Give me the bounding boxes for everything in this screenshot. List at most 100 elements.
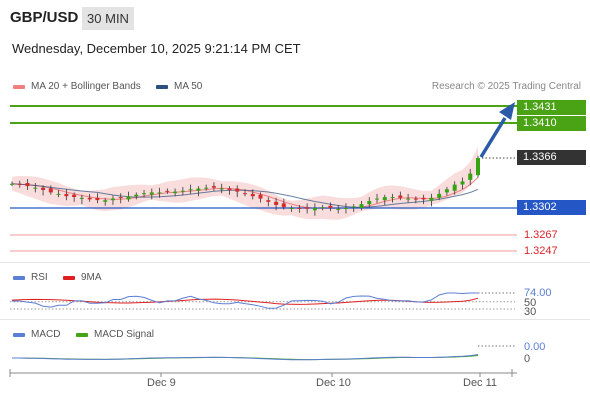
rsi-value: 74.00 [524,287,552,299]
candle-body [382,197,387,201]
candle-body [460,181,465,185]
candle-body [227,188,232,191]
candle-body [468,173,473,180]
candle-body [421,197,426,200]
arrow-shaft [479,117,507,158]
ma20-swatch [13,84,25,89]
x-label-dec9: Dec 9 [147,377,176,389]
9ma-swatch [63,275,75,280]
legend-9ma: 9MA [63,272,102,283]
candle-body [219,188,224,190]
candle-body [281,203,286,208]
bollinger-bands [12,147,478,220]
research-credit: Research © 2025 Trading Central [431,81,581,92]
candle-body [351,206,356,208]
forecast-arrow [479,102,515,158]
timeframe-button[interactable]: 30 MIN [82,7,134,30]
legend-macd-signal: MACD Signal [76,329,154,340]
candle-body [211,186,216,188]
candle-body [235,188,240,192]
panel-divider [0,262,590,263]
candle-body [142,193,146,195]
candle-body [312,208,317,211]
candle-body [180,190,185,192]
timestamp: Wednesday, December 10, 2025 9:21:14 PM … [12,41,301,56]
candle-body [56,193,61,195]
candle-body [157,192,162,194]
signal-swatch [76,332,88,337]
candle-body [134,194,139,197]
candle-body [336,208,341,210]
legend-ma20-label: MA 20 + Bollinger Bands [31,81,141,92]
legend-9ma-label: 9MA [81,272,102,283]
candle-body [165,190,170,192]
rsi-panel-plot [10,292,515,310]
macd-value: 0.00 [524,341,546,353]
legend-macd: MACD [13,329,60,340]
candle-body [320,207,325,209]
candle-body [437,193,442,198]
legend-signal-label: MACD Signal [94,329,155,340]
candle-body [406,198,411,200]
candle-body [72,194,77,197]
candle-body [41,187,46,190]
rsi-swatch [13,275,25,280]
candle-body [243,193,247,195]
rsi-level-30: 30 [524,306,537,318]
legend-ma50-label: MA 50 [174,81,203,92]
candle-body [10,183,14,185]
candle-body [359,204,364,208]
legend-ma50: MA 50 [156,81,202,92]
legend-macd-label: MACD [31,329,61,340]
legend-ma20: MA 20 + Bollinger Bands [13,81,141,92]
pivot-tag: 1.3302 [517,200,586,215]
macd-panel-plot [12,345,515,361]
current-price-tag: 1.3366 [517,150,586,165]
candle-body [204,187,209,189]
candle-body [196,188,201,191]
candle-body [413,198,418,200]
candle-body [375,198,379,200]
candle-body [17,183,22,185]
candle-body [266,200,271,202]
support-1-label: 1.3267 [524,229,558,241]
candle-body [367,201,372,205]
target-2-tag: 1.3431 [517,100,586,115]
legend-rsi: RSI [13,272,48,283]
candle-body [452,184,457,191]
macd-line [12,354,479,361]
candle-body [48,188,53,193]
candle-body [344,208,348,209]
candle-body [149,192,154,195]
candle-body [328,205,333,208]
candle-body [476,158,480,176]
candle-body [118,197,123,199]
price-levels [10,105,517,252]
candle-body [64,193,69,197]
ma50-swatch [156,84,168,89]
candle-body [103,200,108,202]
candle-body [87,197,92,200]
legend-rsi-label: RSI [31,272,48,283]
candle-body [297,208,302,209]
x-axis [9,369,517,377]
candle-body [429,197,434,201]
panel-divider [0,319,590,320]
support-2-label: 1.3247 [524,245,558,257]
candle-body [274,201,279,205]
target-1-tag: 1.3410 [517,116,586,131]
candle-body [25,183,30,187]
arrow-head [499,102,515,120]
candle-body [444,189,449,193]
bollinger-band-fill [12,147,478,220]
candle-body [111,198,115,201]
macd-zero: 0 [524,353,531,365]
candle-body [250,193,255,197]
rsi-line [12,292,478,309]
rsi-level-50: 50 [524,297,537,309]
candle-body [398,195,403,198]
candles [10,155,480,216]
symbol-title: GBP/USD [10,9,79,26]
candle-body [289,208,294,209]
